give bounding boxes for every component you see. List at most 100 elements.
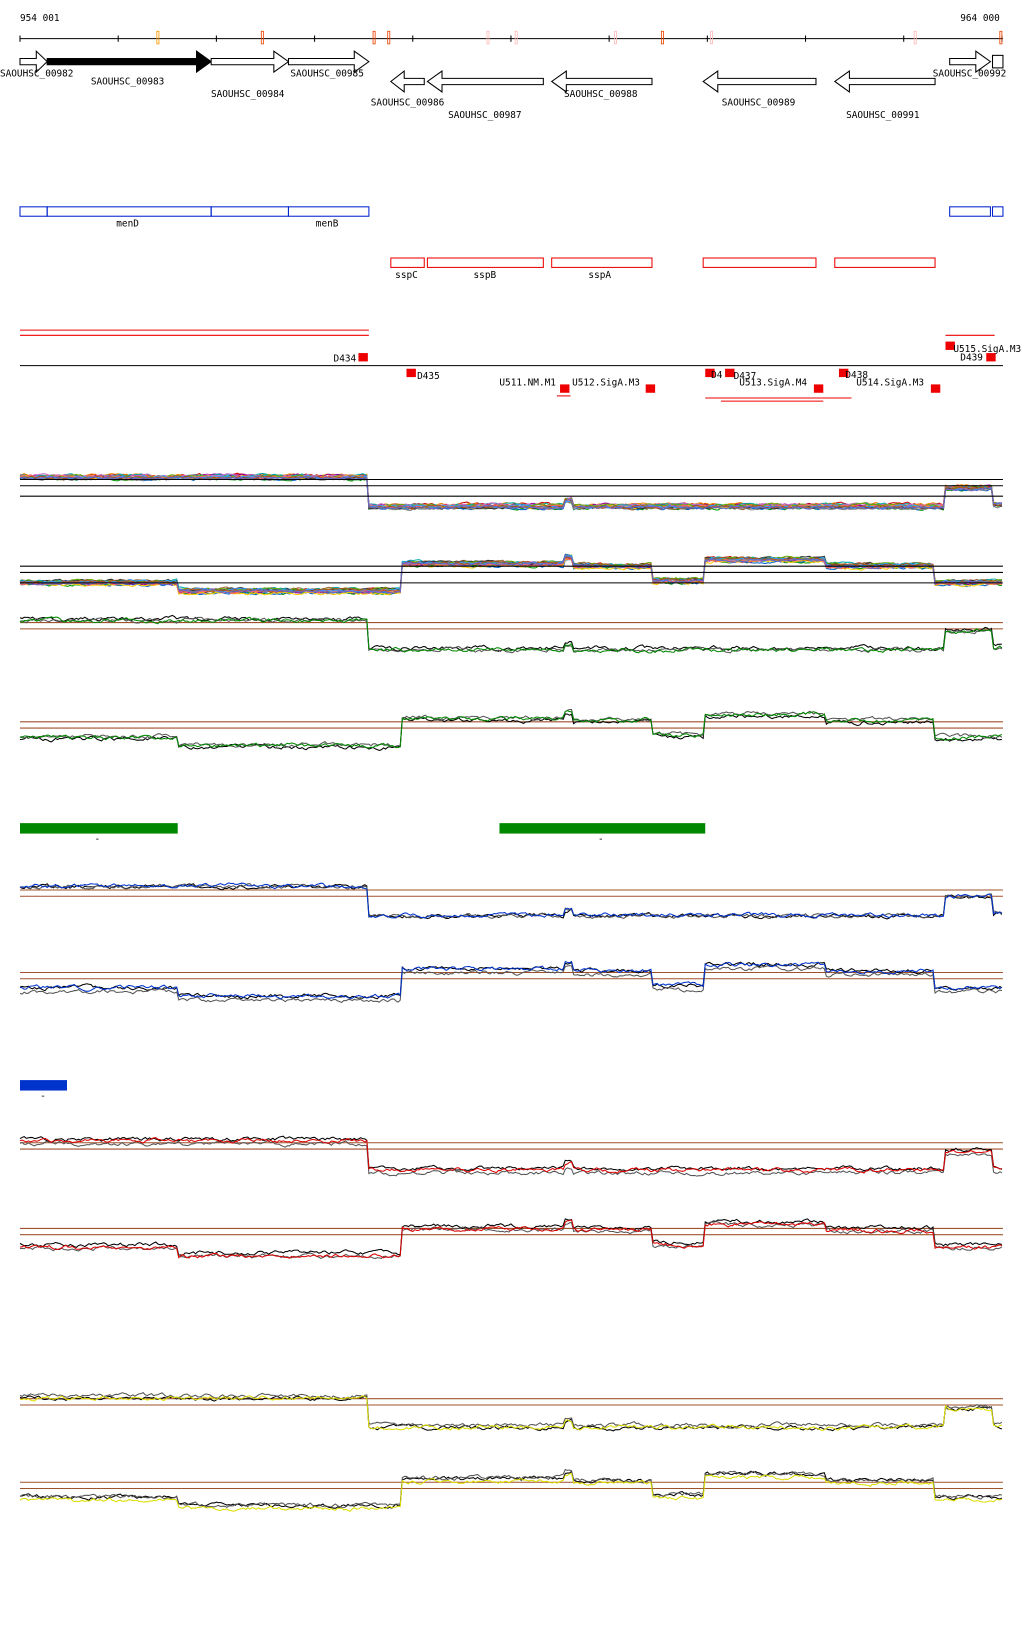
gene-arrow	[949, 50, 992, 74]
gene-arrow	[702, 70, 817, 93]
promoter-label: U514.SigA.M3	[856, 377, 924, 388]
promoter-mark	[725, 368, 735, 378]
signal-trace	[19, 554, 1003, 592]
annotation-mark	[999, 30, 1003, 45]
promoter-mark	[813, 384, 824, 393]
ruler-end: 964 000	[960, 13, 1000, 24]
signal-trace	[19, 883, 1003, 920]
signal-trace	[19, 965, 1003, 1004]
operon-label: menB	[316, 219, 339, 230]
promoter-label: D434	[334, 353, 357, 364]
promoter-mark	[945, 341, 955, 350]
region-box	[426, 257, 544, 268]
signal-trace	[19, 1135, 1003, 1172]
signal-trace	[19, 616, 1003, 654]
region-label: sspC	[395, 270, 418, 281]
region-box	[702, 257, 817, 268]
signal-trace	[19, 1468, 1003, 1509]
gene-arrow	[287, 50, 370, 74]
promoter-mark	[358, 353, 368, 362]
gene-box	[991, 54, 1004, 69]
signal-trace	[19, 1219, 1003, 1259]
annotation-mark	[613, 30, 617, 45]
signal-trace	[19, 1473, 1003, 1512]
promoter-label: D437	[734, 371, 757, 382]
signal-trace	[19, 475, 1003, 510]
signal-trace	[19, 882, 1003, 919]
gene-arrow	[46, 50, 213, 74]
track-label: -	[598, 834, 604, 845]
region-box	[834, 257, 936, 268]
signal-trace	[19, 554, 1003, 592]
operon-box	[949, 206, 991, 217]
gene-arrow	[210, 50, 290, 74]
ruler-start: 954 001	[20, 13, 60, 24]
segment-bar	[20, 1080, 68, 1091]
signal-trace	[19, 961, 1003, 1000]
gene-arrow	[550, 70, 653, 93]
annotation-mark	[260, 30, 264, 45]
signal-trace	[19, 710, 1003, 749]
signal-trace	[19, 554, 1003, 593]
gene-label: SAOUHSC_00982	[0, 68, 73, 79]
operon-box	[991, 206, 1004, 217]
gene-label: SAOUHSC_00992	[933, 68, 1007, 79]
promoter-label: D4	[711, 370, 723, 381]
promoter-label: D438	[845, 370, 868, 381]
signal-trace	[19, 475, 1002, 510]
signal-trace	[19, 1218, 1003, 1256]
operon-box	[19, 206, 48, 217]
track-label: -	[94, 834, 100, 845]
region-box	[390, 257, 425, 268]
promoter-mark	[930, 384, 941, 393]
annotation-mark	[913, 30, 917, 45]
annotation-mark	[514, 30, 518, 45]
signal-trace	[19, 1137, 1003, 1174]
promoter-label: U513.SigA.M4	[739, 377, 807, 388]
annotation-mark	[387, 30, 391, 45]
signal-trace	[19, 960, 1003, 1000]
gene-label: SAOUHSC_00984	[211, 89, 285, 100]
signal-trace	[19, 883, 1003, 920]
signal-trace	[19, 555, 1003, 594]
region-label: sspA	[588, 270, 611, 281]
annotation-mark	[660, 30, 664, 45]
promoter-mark	[560, 384, 570, 393]
promoter-label: U515.SigA.M3	[953, 344, 1021, 355]
operon-label: menD	[116, 219, 139, 230]
promoter-mark	[705, 368, 715, 378]
signal-trace	[19, 708, 1003, 749]
gene-label: SAOUHSC_00991	[846, 110, 920, 121]
segment-bar	[499, 823, 706, 834]
annotation-mark	[710, 30, 713, 45]
gene-label: SAOUHSC_00988	[564, 89, 638, 100]
annotation-mark	[156, 30, 160, 45]
gene-arrow	[19, 49, 48, 74]
promoter-mark	[986, 353, 996, 362]
gene-arrow	[833, 70, 936, 93]
promoter-label: D439	[960, 352, 983, 363]
annotation-mark	[372, 30, 376, 45]
annotation-mark	[486, 30, 490, 45]
gene-arrow	[426, 70, 544, 93]
promoter-label: D435	[417, 371, 440, 382]
gene-label: SAOUHSC_00986	[371, 98, 445, 109]
signal-trace	[19, 554, 1003, 593]
region-label: sspB	[474, 270, 497, 281]
segment-bar	[20, 823, 178, 834]
track-label: -	[40, 1091, 46, 1102]
region-box	[551, 257, 653, 268]
promoter-mark	[406, 368, 416, 378]
signal-trace	[19, 1139, 1003, 1177]
promoter-label: U511.NM.M1	[499, 377, 556, 388]
gene-label: SAOUHSC_00985	[290, 68, 364, 79]
operon-box	[210, 206, 289, 217]
operon-box	[287, 206, 370, 217]
promoter-label: U512.SigA.M3	[572, 377, 640, 388]
gene-label: SAOUHSC_00989	[722, 98, 796, 109]
promoter-mark	[838, 368, 849, 378]
signal-trace	[19, 1395, 1003, 1432]
signal-trace	[19, 1392, 1003, 1429]
